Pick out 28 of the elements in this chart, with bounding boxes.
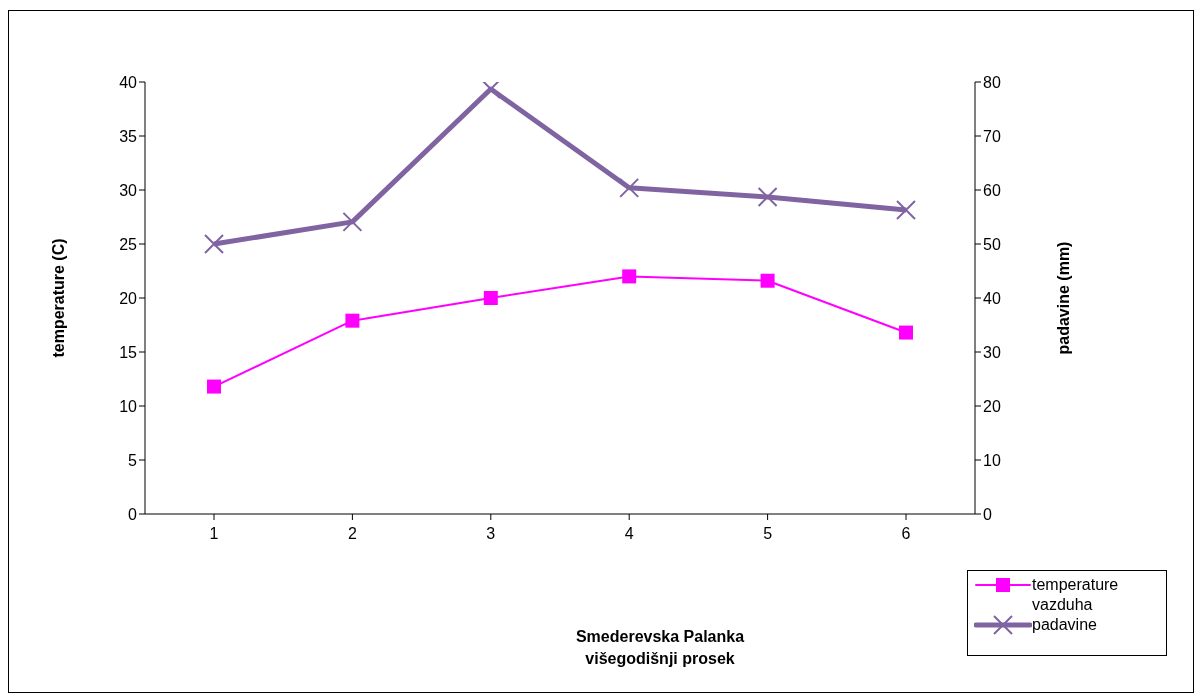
x-tick-label: 1	[209, 525, 219, 543]
y-tick-label: 35	[119, 127, 138, 145]
x-tick-label: 5	[763, 525, 773, 543]
y2-tick-label: 80	[983, 73, 1001, 91]
y2-tick-label: 70	[983, 127, 1001, 145]
text: Smederevska Palanka višegodišnji prosek	[574, 627, 746, 669]
legend-label: padavine	[1032, 615, 1097, 635]
y2-tick-label: 50	[983, 235, 1001, 253]
y-axis-title: temperature (C)	[49, 238, 67, 358]
y-tick-label: 0	[128, 505, 138, 523]
x-tick-label: 2	[347, 525, 357, 543]
y2-tick-label: 10	[983, 451, 1001, 469]
y-tick-label: 30	[119, 181, 138, 199]
y-tick-label: 40	[119, 73, 138, 91]
y2-tick-label: 40	[983, 289, 1001, 307]
y-tick-label: 15	[119, 343, 138, 361]
y-tick-label: 10	[119, 397, 138, 415]
y2-tick-label: 0	[983, 505, 992, 523]
y2-axis-title: padavine (mm)	[1054, 241, 1072, 355]
y-tick-label: 20	[119, 289, 138, 307]
y-tick-label: 25	[119, 235, 138, 253]
y2-tick-label: 30	[983, 343, 1001, 361]
x-tick-label: 4	[624, 525, 634, 543]
x-tick-label: 6	[901, 525, 911, 543]
y-tick-label: 5	[128, 451, 138, 469]
x-tick-label: 3	[486, 525, 496, 543]
y2-tick-label: 60	[983, 181, 1001, 199]
y2-tick-label: 20	[983, 397, 1001, 415]
